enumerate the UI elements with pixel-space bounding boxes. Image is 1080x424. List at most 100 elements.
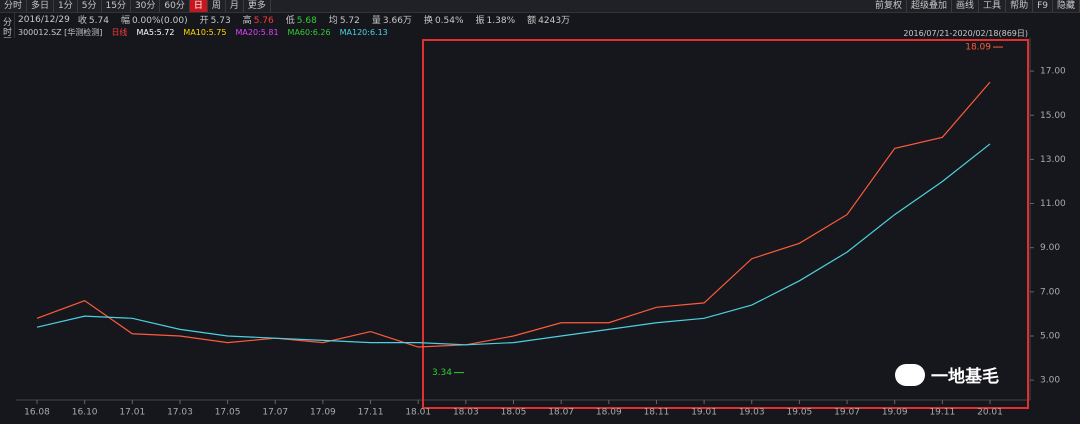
period-tab[interactable]: 60分 [160,0,190,12]
info-field: 收 5.74 [78,13,115,26]
y-tick-label: 17.00 [1040,67,1066,77]
chart-bg [0,38,1080,424]
x-tick-label: 18.01 [405,408,431,418]
info-label: 振 [475,16,485,26]
ma-item: 300012.SZ [华测检测] [18,28,103,37]
info-value: 1.38% [486,16,516,26]
y-tick-label: 5.00 [1040,331,1060,341]
ma-item: 日线 [111,28,128,37]
info-field: 低 5.68 [286,13,323,26]
ma-legend: 300012.SZ [华测检测] 日线 MA5:5.72 MA10:5.75 MA20:… [0,27,1080,38]
highlight-box [422,39,1029,409]
info-field: 量 3.66万 [372,13,418,26]
chart: 3.00 5.00 7.00 9.00 11.00 13.00 15.00 17.00 16.0… [0,38,1080,424]
x-tick-label: 17.03 [167,408,193,418]
x-tick-label: 18.07 [548,408,574,418]
period-tab[interactable]: 15分 [102,0,131,12]
toolbar: 分时 多日 1分 5分 15分 30分 60分日周月更多 前复权 超级叠加 画线 工具 帮助 F9 隐藏 [0,0,1080,13]
info-value: 3.66万 [382,16,412,26]
ma-item: MA120:6.13 [339,28,388,37]
info-field: 均 5.72 [329,13,366,26]
x-tick-label: 17.07 [262,408,288,418]
x-tick-label: 18.09 [596,408,622,418]
info-label: 幅 [120,16,130,26]
info-value: 0.54% [434,16,464,26]
ma-item: MA20:5.81 [235,28,279,37]
menu-button[interactable]: 工具 [979,0,1007,12]
period-tab[interactable]: 多日 [27,0,55,12]
y-tick-label: 15.00 [1040,111,1066,121]
wechat-icon [895,363,925,386]
x-tick-label: 19.11 [929,408,955,418]
annotation-label: 3.34 [432,368,452,378]
watermark: 一地基毛 [895,362,999,387]
info-field: 换 0.54% [424,13,470,26]
info-label: 均 [328,16,338,26]
x-tick-label: 20.01 [977,408,1003,418]
x-tick-label: 18.03 [453,408,479,418]
info-field: 开 5.73 [200,13,237,26]
info-label: 高 [242,16,252,26]
menu-button[interactable]: 超级叠加 [907,0,953,12]
x-tick-label: 19.09 [882,408,908,418]
tool-menu: 前复权 超级叠加 画线 工具 帮助 F9 隐藏 [871,0,1080,12]
info-value: 5.74 [88,16,109,26]
info-field: 2016/12/29 [18,15,72,25]
ma-item: MA10:5.75 [183,28,227,37]
x-tick-label: 17.05 [215,408,241,418]
x-tick-label: 19.01 [691,408,717,418]
x-tick-label: 18.05 [501,408,527,418]
y-tick-label: 13.00 [1040,155,1066,165]
info-field: 额 4243万 [527,13,576,26]
menu-button[interactable]: 隐藏 [1053,0,1080,12]
period-tab[interactable]: 5分 [78,0,102,12]
period-tab[interactable]: 更多 [244,0,271,12]
series-line [36,143,991,346]
period-tab[interactable]: 月 [226,0,244,12]
info-value: 5.68 [296,16,317,26]
info-field: 高 5.76 [243,13,280,26]
info-label: 换 [423,16,433,26]
range-label: 2016/07/21-2020/02/18(869日) [903,29,1028,38]
period-tab[interactable]: 30分 [131,0,161,12]
info-label: 收 [77,16,87,26]
info-label: 额 [527,16,537,26]
info-field: 幅 0.00%(0.00) [121,13,194,26]
menu-button[interactable]: 前复权 [871,0,908,12]
info-label: 量 [371,16,381,26]
period-tab[interactable]: 周 [208,0,226,12]
y-tick-label: 11.00 [1040,199,1066,209]
info-label: 开 [199,16,209,26]
period-tabs: 分时 多日 1分 5分 15分 30分 60分日周月更多 [0,0,271,12]
x-tick-label: 18.11 [644,408,670,418]
period-tab[interactable]: 1分 [54,0,78,12]
info-label: 2016/12/29 [18,14,70,25]
y-tick-label: 9.00 [1040,243,1060,253]
x-tick-label: 19.03 [739,408,765,418]
info-value: 0.00%(0.00) [131,16,188,26]
info-value: 5.72 [339,16,360,26]
series-line [36,81,991,348]
x-tick-label: 19.07 [834,408,860,418]
ma-item: MA5:5.72 [136,28,175,37]
period-tab[interactable]: 分时 [0,0,28,12]
info-value: 4243万 [538,16,571,26]
y-tick-label: 7.00 [1040,287,1060,297]
y-tick-label: 3.00 [1040,376,1060,386]
x-tick-label: 17.11 [358,408,384,418]
x-tick-label: 16.10 [72,408,98,418]
x-tick-label: 17.01 [119,408,145,418]
menu-button[interactable]: 帮助 [1006,0,1034,12]
menu-button[interactable]: 画线 [952,0,980,12]
info-bar: 2016/12/29 收 5.74 幅 0.00%(0.00) 开 5.73 高 5.76 低 5.… [0,13,1080,27]
menu-button[interactable]: F9 [1033,0,1053,12]
info-label: 低 [285,16,295,26]
annotation-label: 18.09 [965,43,991,53]
info-value: 5.76 [253,16,274,26]
period-tab[interactable]: 日 [189,0,208,12]
ma-item: MA60:6.26 [287,28,331,37]
x-tick-label: 17.09 [310,408,336,418]
info-field: 振 1.38% [476,13,522,26]
watermark-text: 一地基毛 [931,367,999,387]
